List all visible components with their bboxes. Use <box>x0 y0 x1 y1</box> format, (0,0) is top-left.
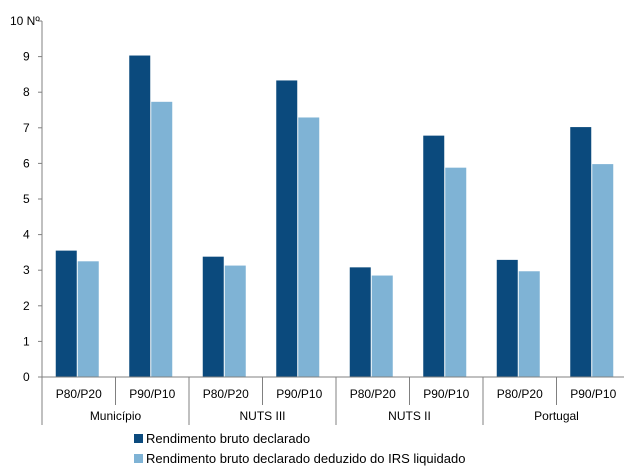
x-category-label: P80/P20 <box>350 387 396 401</box>
bar-series-2 <box>77 261 99 377</box>
x-category-label: P80/P20 <box>56 387 102 401</box>
bar-series-1 <box>423 135 445 377</box>
x-group-label: NUTS II <box>388 409 431 423</box>
bar-series-2 <box>445 167 467 377</box>
legend-swatch-series-2 <box>134 453 143 463</box>
bar-series-2 <box>371 275 393 377</box>
y-tick-label: 1 <box>23 334 30 348</box>
y-tick-label: 4 <box>23 228 30 242</box>
bar-series-1 <box>570 127 592 377</box>
legend: Rendimento bruto declarado Rendimento br… <box>134 428 465 468</box>
x-category-label: P90/P10 <box>276 387 322 401</box>
legend-label-series-2: Rendimento bruto declarado deduzido do I… <box>146 450 466 466</box>
x-group-label: NUTS III <box>239 409 285 423</box>
y-tick-label: 6 <box>23 156 30 170</box>
bar-series-2 <box>592 164 614 377</box>
legend-label-series-1: Rendimento bruto declarado <box>146 430 311 446</box>
x-category-label: P80/P20 <box>203 387 249 401</box>
x-axis: P80/P20 P90/P10 Município P80/P20 P90/P10 NUT… <box>41 376 624 425</box>
y-tick-label: 2 <box>23 299 30 313</box>
x-category-label: P90/P10 <box>423 387 469 401</box>
y-tick-label: 3 <box>23 263 30 277</box>
x-category-label: P90/P10 <box>129 387 175 401</box>
bar-series-1 <box>55 250 77 377</box>
bars <box>55 55 614 378</box>
bar-series-1 <box>276 80 298 378</box>
bar-series-2 <box>224 265 246 377</box>
y-tick-label: 0 <box>23 370 30 384</box>
legend-item-series-1: Rendimento bruto declarado <box>134 428 465 448</box>
x-group-label: Município <box>90 409 142 423</box>
bar-series-1 <box>129 55 151 377</box>
y-tick-label: 8 <box>23 85 30 99</box>
y-tick-label: 10 Nº <box>10 14 40 28</box>
x-group-label: Portugal <box>534 409 579 423</box>
bar-series-2 <box>518 271 540 377</box>
y-tick-label: 5 <box>23 192 30 206</box>
bar-series-1 <box>496 259 518 377</box>
y-tick-label: 7 <box>23 121 30 135</box>
bar-series-2 <box>151 101 173 377</box>
bar-series-1 <box>349 267 371 377</box>
legend-item-series-2: Rendimento bruto declarado deduzido do I… <box>134 448 465 468</box>
bar-series-2 <box>298 117 320 377</box>
y-axis: 0 1 2 3 4 5 6 7 8 9 10 Nº <box>10 14 43 384</box>
y-tick-label: 9 <box>23 50 30 64</box>
x-category-label: P90/P10 <box>570 387 616 401</box>
bar-series-1 <box>202 256 224 377</box>
x-category-label: P80/P20 <box>497 387 543 401</box>
legend-swatch-series-1 <box>134 433 143 443</box>
